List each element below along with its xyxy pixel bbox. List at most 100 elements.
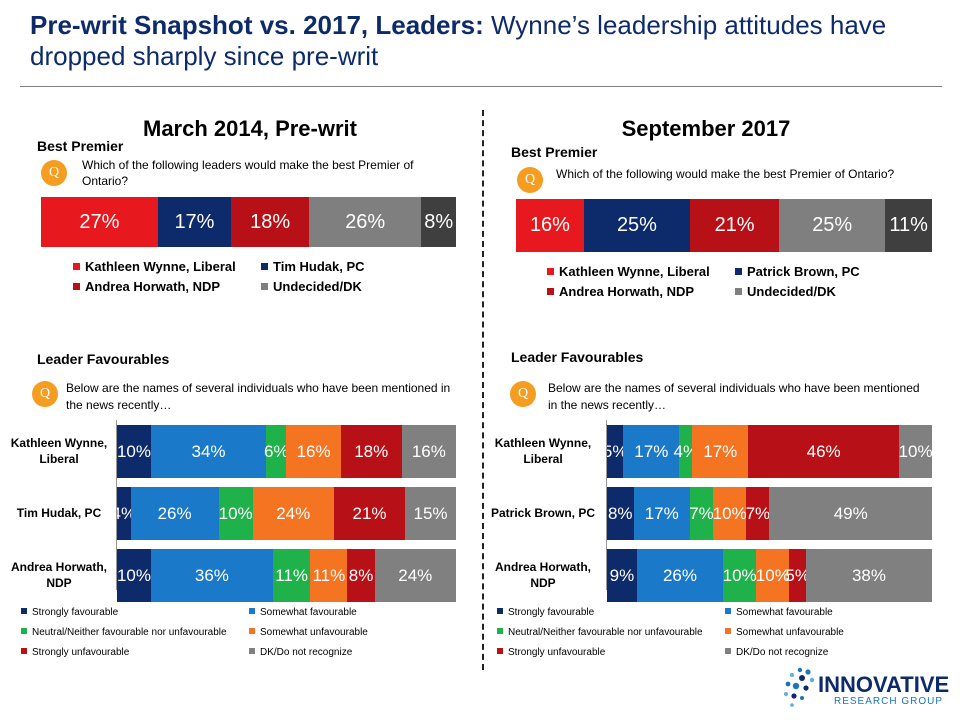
bar-segment-undecided-dk: 26% (309, 197, 422, 247)
legend-item-strongly-favourable: Strongly favourable (21, 607, 118, 618)
legend-swatch (261, 283, 268, 291)
bar-segment-somewhat-favourable: 17% (633, 487, 690, 540)
title-rule (20, 86, 942, 87)
legend-item-undecided-dk: Undecided/DK (261, 279, 362, 294)
legend-label: Strongly favourable (508, 607, 595, 618)
bar-segment-somewhat-unfavourable: 16% (286, 425, 341, 478)
bar-segment-strongly-unfavourable: 46% (748, 425, 900, 478)
best-premier-question-2014: Which of the following leaders would mak… (82, 158, 414, 188)
best-premier-title-2017: Best Premier (511, 144, 598, 160)
row-label-kathleen-wynne-liberal: Kathleen Wynne, Liberal (494, 436, 592, 466)
legend-swatch (547, 288, 554, 296)
row-label-patrick-brown-pc: Patrick Brown, PC (490, 506, 596, 520)
legend-label: Neutral/Neither favourable nor unfavoura… (508, 627, 703, 638)
bar-segment-other: 8% (421, 197, 456, 247)
legend-item-somewhat-unfavourable: Somewhat unfavourable (725, 627, 844, 638)
legend-label: Neutral/Neither favourable nor unfavoura… (32, 627, 227, 638)
bar-segment-neutral-neither-favourable-nor-unfavourable: 10% (219, 487, 253, 540)
bar-segment-dk-do-not-recognize: 24% (374, 549, 456, 602)
axis-line-2017 (606, 420, 607, 590)
bar-segment-strongly-unfavourable: 7% (746, 487, 770, 540)
bar-segment-undecided-dk: 25% (779, 199, 886, 252)
bar-segment-kathleen-wynne-liberal: 27% (41, 197, 158, 247)
bar-segment-dk-do-not-recognize: 38% (805, 549, 932, 602)
panel-divider (482, 110, 484, 670)
bar-segment-neutral-neither-favourable-nor-unfavourable: 4% (673, 425, 698, 478)
logo-sub: RESEARCH GROUP (834, 696, 944, 707)
best-premier-title-2014: Best Premier (37, 138, 124, 154)
legend-label: Kathleen Wynne, Liberal (85, 259, 236, 274)
legend-swatch (21, 608, 27, 615)
bar-segment-neutral-neither-favourable-nor-unfavourable: 11% (272, 549, 311, 602)
bar-segment-somewhat-favourable: 17% (623, 425, 680, 478)
row-label-andrea-horwath-ndp: Andrea Horwath, NDP (494, 560, 591, 590)
bar-segment-somewhat-favourable: 34% (150, 425, 267, 478)
legend-label: Strongly unfavourable (508, 647, 606, 658)
legend-item-kathleen-wynne-liberal: Kathleen Wynne, Liberal (547, 264, 710, 279)
bar-segment-strongly-favourable: 5% (603, 425, 628, 478)
slide-title-rest: Wynne’s leadership attitudes have droppe… (30, 10, 887, 71)
bar-segment-strongly-favourable: 10% (117, 425, 151, 478)
question-icon: Q (41, 160, 67, 186)
legend-swatch (73, 263, 80, 271)
legend-item-tim-hudak-pc: Tim Hudak, PC (261, 259, 365, 274)
bar-segment-somewhat-favourable: 36% (150, 549, 273, 602)
favourables-title-2014: Leader Favourables (37, 351, 170, 367)
favourables-row-bar: 4% 26% 10% 24% 21% 15% (111, 487, 456, 540)
row-label-andrea-horwath-ndp: Andrea Horwath, NDP (10, 560, 107, 590)
bar-segment-somewhat-unfavourable: 17% (692, 425, 749, 478)
legend-swatch (249, 628, 255, 635)
legend-label: Tim Hudak, PC (273, 259, 365, 274)
legend-label: Patrick Brown, PC (747, 264, 860, 279)
legend-label: DK/Do not recognize (736, 647, 829, 658)
legend-swatch (73, 283, 80, 291)
legend-label: Kathleen Wynne, Liberal (559, 264, 710, 279)
bar-segment-strongly-favourable: 4% (111, 487, 136, 540)
slide-title-bold: Pre-writ Snapshot vs. 2017, Leaders: (30, 10, 484, 40)
legend-label: Andrea Horwath, NDP (85, 279, 221, 294)
legend-item-strongly-unfavourable: Strongly unfavourable (21, 647, 129, 658)
legend-item-andrea-horwath-ndp: Andrea Horwath, NDP (547, 284, 694, 299)
question-icon: Q (510, 381, 536, 407)
bar-segment-strongly-unfavourable: 8% (347, 549, 375, 602)
favourables-row-bar: 8% 17% 7% 10% 7% 49% (607, 487, 932, 540)
legend-swatch (21, 648, 27, 655)
legend-item-somewhat-favourable: Somewhat favourable (249, 607, 357, 618)
panel-title-2017: September 2017 (621, 116, 791, 141)
bar-segment-neutral-neither-favourable-nor-unfavourable: 7% (689, 487, 714, 540)
legend-label: Somewhat favourable (736, 607, 833, 618)
favourables-title-2017: Leader Favourables (511, 349, 644, 365)
legend-label: Andrea Horwath, NDP (559, 284, 695, 299)
legend-item-dk-do-not-recognize: DK/Do not recognize (249, 647, 352, 658)
bar-segment-strongly-favourable: 8% (607, 487, 634, 540)
bar-segment-strongly-favourable: 9% (607, 549, 637, 602)
legend-item-patrick-brown-pc: Patrick Brown, PC (735, 264, 860, 279)
bar-segment-strongly-unfavourable: 18% (340, 425, 402, 478)
bar-segment-patrick-brown-pc: 25% (583, 199, 691, 252)
bar-segment-dk-do-not-recognize: 15% (405, 487, 456, 540)
favourables-row-bar: 9% 26% 10% 10% 5% 38% (607, 549, 932, 602)
bar-segment-strongly-favourable: 10% (117, 549, 151, 602)
legend-label: Somewhat favourable (260, 607, 357, 618)
bar-segment-neutral-neither-favourable-nor-unfavourable: 10% (723, 549, 757, 602)
legend-swatch (547, 268, 554, 276)
logo-name: INNOVATIVE (818, 672, 950, 697)
legend-swatch (21, 628, 27, 635)
bar-segment-tim-hudak-pc: 17% (157, 197, 232, 247)
legend-item-strongly-favourable: Strongly favourable (497, 607, 594, 618)
favourables-row-bar: 10% 36% 11% 11% 8% 24% (117, 549, 456, 602)
slide-title: Pre-writ Snapshot vs. 2017, Leaders: Wyn… (30, 10, 940, 72)
legend-swatch (497, 608, 503, 615)
legend-item-strongly-unfavourable: Strongly unfavourable (497, 647, 605, 658)
legend-swatch (735, 288, 742, 296)
legend-swatch (725, 608, 731, 615)
legend-item-undecided-dk: Undecided/DK (735, 284, 836, 299)
logo-dots-icon (784, 667, 815, 707)
bar-segment-strongly-unfavourable: 21% (333, 487, 406, 540)
legend-swatch (249, 608, 255, 615)
panel-title-2014: March 2014, Pre-writ (143, 116, 357, 141)
legend-label: Somewhat unfavourable (736, 627, 844, 638)
favourables-row-bar: 5% 17% 4% 17% 46% 10% (603, 425, 933, 478)
row-label-tim-hudak-pc: Tim Hudak, PC (16, 506, 102, 520)
bar-segment-somewhat-favourable: 26% (130, 487, 219, 540)
